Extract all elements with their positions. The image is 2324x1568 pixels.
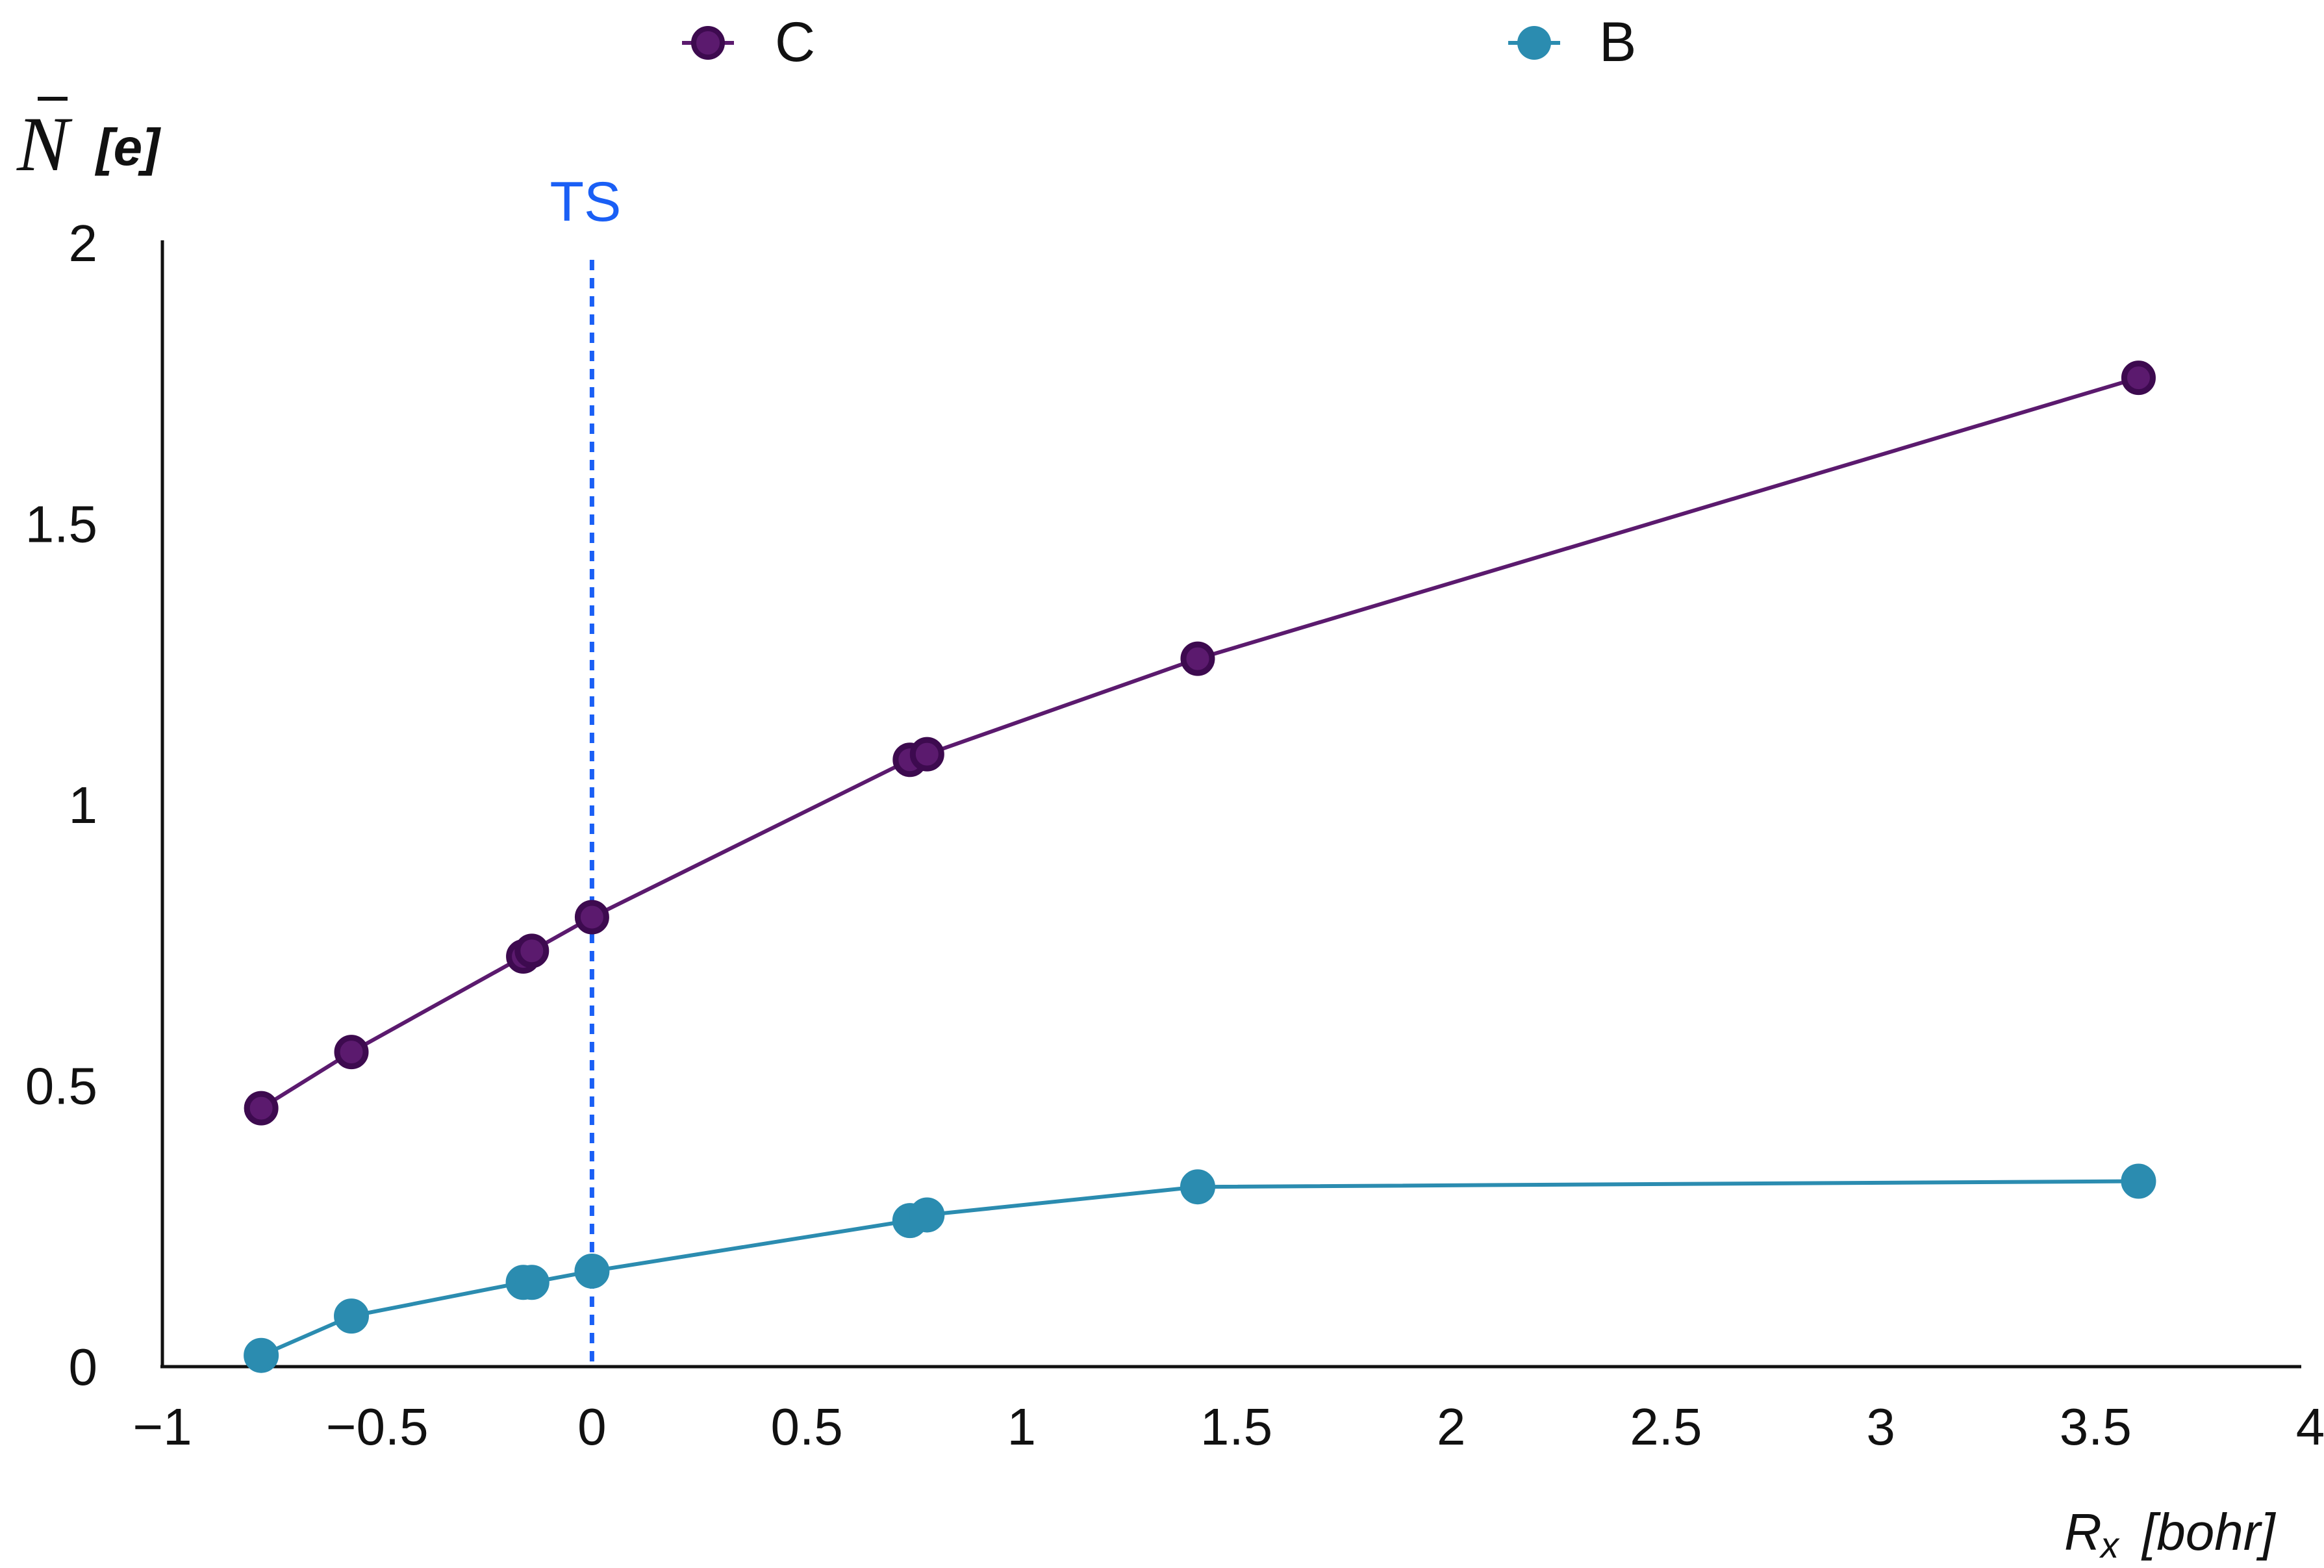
x-tick-label: 1: [1007, 1398, 1037, 1456]
x-axis-label-unit: [bohr]: [2141, 1503, 2276, 1561]
x-tick-label: 2: [1437, 1398, 1466, 1456]
y-tick-label: 1.5: [25, 496, 97, 553]
series-c-point: [574, 900, 609, 935]
series-c-point: [909, 737, 944, 772]
y-axis-label-symbol: N: [16, 101, 73, 187]
series-b-point: [909, 1197, 945, 1233]
series-c-line: [260, 375, 2140, 1110]
series-b-point: [574, 1253, 610, 1289]
legend-b-marker: [1517, 26, 1551, 60]
series-b-point: [514, 1265, 549, 1300]
x-tick-label: 0.5: [770, 1398, 842, 1456]
legend-c-marker: [691, 26, 725, 60]
series-b-line: [260, 1179, 2139, 1358]
x-tick-label: −1: [133, 1398, 192, 1456]
series-c-point: [1180, 641, 1215, 676]
y-axis-label: N [e]: [16, 97, 161, 187]
y-tick-label: 1: [69, 776, 98, 834]
legend-c-label: C: [775, 11, 815, 73]
y-tick-label: 2: [69, 214, 98, 272]
x-axis-label: R x [bohr]: [2064, 1503, 2276, 1565]
x-axis-label-subscript: x: [2099, 1524, 2120, 1565]
series-c-point: [2121, 360, 2156, 396]
legend-item-c: C: [682, 11, 815, 73]
x-tick-label: 1.5: [1200, 1398, 1272, 1456]
series-c-point: [334, 1035, 369, 1070]
x-tick-label: 0: [577, 1398, 607, 1456]
legend-b-label: B: [1599, 11, 1636, 73]
x-tick-label: −0.5: [326, 1398, 429, 1456]
legend: C B: [682, 11, 1636, 73]
y-tick-label: 0.5: [25, 1057, 97, 1115]
tick-labels: −1 −0.5 0 0.5 1 1.5 2 2.5 3 3.5 4 0 0.5 1 1.5 2: [25, 214, 2324, 1456]
x-axis-label-symbol: R: [2064, 1503, 2102, 1561]
y-axis-label-unit: [e]: [94, 118, 161, 176]
series-b-point: [1180, 1169, 1215, 1205]
series-b-point: [244, 1337, 279, 1373]
series-b-point: [2121, 1163, 2156, 1199]
annotations: TS: [549, 171, 621, 1367]
x-tick-label: 3: [1866, 1398, 1895, 1456]
series-c-point: [514, 933, 549, 968]
legend-item-b: B: [1508, 11, 1636, 73]
series: [244, 360, 2156, 1373]
series-c-point: [244, 1091, 279, 1126]
y-tick-label: 0: [69, 1338, 98, 1396]
x-tick-label: 2.5: [1630, 1398, 1702, 1456]
x-tick-label: 4: [2296, 1398, 2324, 1456]
series-b-point: [334, 1298, 370, 1334]
x-tick-label: 3.5: [2060, 1398, 2132, 1456]
ts-label: TS: [549, 171, 621, 233]
